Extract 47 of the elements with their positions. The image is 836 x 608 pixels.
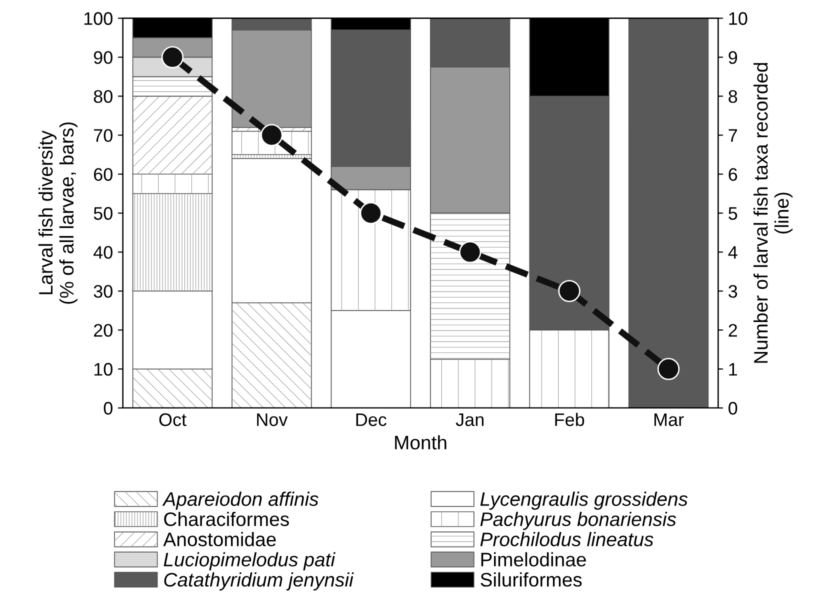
x-tick-label: Mar bbox=[654, 413, 684, 426]
y-tick-label: 90 bbox=[94, 51, 112, 64]
y2-tick-label: 0 bbox=[728, 402, 738, 415]
legend-label: Pachyurus bonariensis bbox=[480, 512, 676, 530]
point bbox=[360, 202, 382, 224]
x-tick-label: Nov bbox=[257, 413, 288, 426]
y-tick-label: 20 bbox=[94, 324, 112, 337]
point bbox=[161, 46, 184, 68]
y-tick-label: 60 bbox=[94, 168, 112, 181]
y2-tick-label: 5 bbox=[728, 207, 738, 220]
legend-label: Catathyridium jenynsii bbox=[164, 572, 354, 590]
y-tick-label: 10 bbox=[94, 362, 112, 376]
y-tick-label: 40 bbox=[94, 246, 112, 259]
x-tick-label: Dec bbox=[356, 413, 386, 426]
y-tick-label: 0 bbox=[104, 402, 112, 415]
legend-label: Luciopimelodus pati bbox=[164, 552, 336, 570]
legend-label: Anostomidae bbox=[163, 532, 276, 546]
y2-tick-label: 7 bbox=[728, 129, 737, 142]
bar bbox=[628, 18, 709, 408]
y2-tick-label: 3 bbox=[728, 284, 738, 298]
legend-label: Siluriformes bbox=[480, 572, 582, 587]
y-tick-label: 30 bbox=[94, 284, 112, 298]
legend-label: Lycengraulis grossidens bbox=[480, 492, 688, 510]
legend-label: Apareiodon affinis bbox=[162, 492, 318, 510]
y2-tick-label: 9 bbox=[728, 51, 738, 64]
y-tick-label: 70 bbox=[94, 129, 112, 142]
legend-label: Characiformes bbox=[164, 512, 289, 526]
y2-tick-label: 2 bbox=[728, 324, 737, 337]
x-axis-title: Month bbox=[395, 435, 446, 450]
legend-label: Pimelodinae bbox=[481, 552, 586, 566]
y-tick-label: 80 bbox=[94, 90, 112, 103]
y2-tick-label: 4 bbox=[728, 246, 738, 259]
y2-axis-title: Number of larval fish taxa recorded (line) bbox=[753, 63, 793, 363]
point bbox=[657, 358, 680, 380]
x-tick-label: Oct bbox=[159, 413, 186, 426]
point bbox=[558, 280, 580, 302]
y2-tick-label: 8 bbox=[728, 90, 738, 103]
y2-tick-label: 10 bbox=[729, 12, 748, 25]
y-tick-label: 50 bbox=[94, 207, 112, 220]
y2-tick-label: 6 bbox=[728, 168, 738, 181]
y2-tick-label: 1 bbox=[729, 363, 738, 376]
y-axis-title: Larval fish diversity (% of all larvae, bars) bbox=[38, 122, 78, 304]
x-tick-label: Jan bbox=[456, 413, 484, 426]
x-tick-label: Feb bbox=[555, 412, 584, 426]
y-tick-label: 100 bbox=[84, 12, 112, 25]
point bbox=[459, 240, 482, 264]
legend-label: Prochilodus lineatus bbox=[480, 532, 654, 546]
